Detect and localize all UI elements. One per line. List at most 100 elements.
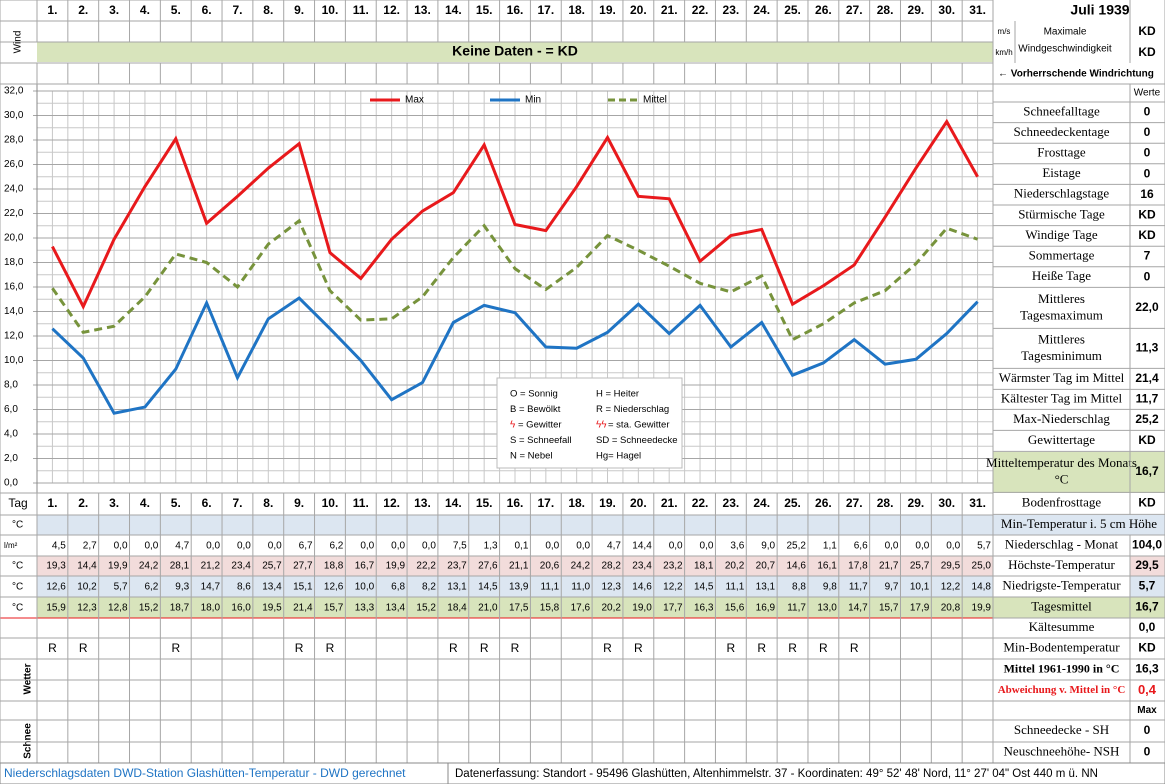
no-data-band bbox=[37, 42, 993, 62]
day-header: 15. bbox=[476, 496, 493, 510]
day-header: 8. bbox=[263, 3, 273, 17]
temp-cell: 18,8 bbox=[324, 561, 344, 572]
day-header: 9. bbox=[294, 496, 304, 510]
temp-cell: 25,0 bbox=[972, 561, 992, 572]
day-header: 25. bbox=[784, 496, 801, 510]
stat-label: Windige Tage bbox=[1025, 227, 1098, 242]
day-header: 26. bbox=[815, 3, 832, 17]
precip-cell: 1,1 bbox=[823, 541, 837, 552]
temp-cell: 19,9 bbox=[972, 603, 992, 614]
day-header: 13. bbox=[414, 3, 431, 17]
mean-row-bg bbox=[37, 597, 993, 618]
day-header: 21. bbox=[661, 496, 678, 510]
temp-cell: 10,0 bbox=[355, 582, 375, 593]
legend-label: Min bbox=[525, 95, 541, 106]
legend-label: Mittel bbox=[643, 95, 667, 106]
precip-cell: 14,4 bbox=[632, 541, 652, 552]
stat-value: 25,2 bbox=[1135, 412, 1159, 426]
temp-cell: 21,7 bbox=[879, 561, 899, 572]
stat-value: 0 bbox=[1144, 104, 1151, 118]
day-header: 5. bbox=[171, 3, 181, 17]
day-header: 3. bbox=[109, 3, 119, 17]
summary-value: 16,3 bbox=[1135, 662, 1159, 676]
temp-cell: 6,8 bbox=[391, 582, 405, 593]
wetter-label: Wetter bbox=[23, 663, 34, 694]
temp-cell: 14,5 bbox=[478, 582, 498, 593]
summary-value: 29,5 bbox=[1135, 558, 1159, 572]
day-header: 22. bbox=[692, 3, 709, 17]
unit: l/m² bbox=[4, 541, 18, 550]
temp-cell: 13,1 bbox=[756, 582, 776, 593]
weather-legend-entry: = Gewitter bbox=[518, 420, 562, 431]
weather-cell: R bbox=[79, 641, 88, 655]
summary-value: Max bbox=[1137, 705, 1157, 716]
summary-value: 0,4 bbox=[1138, 682, 1157, 697]
day-header: 28. bbox=[877, 3, 894, 17]
stat-label: Max-Niederschlag bbox=[1013, 411, 1110, 426]
precip-cell: 0,0 bbox=[545, 541, 559, 552]
temp-cell: 25,7 bbox=[910, 561, 930, 572]
series-line bbox=[51, 296, 979, 415]
summary-label: Niederschlag - Monat bbox=[1005, 536, 1119, 551]
temp-cell: 5,7 bbox=[114, 582, 128, 593]
y-tick-label: 30,0 bbox=[4, 110, 24, 121]
weather-cell: R bbox=[48, 641, 57, 655]
day-header: 8. bbox=[263, 496, 273, 510]
temp-cell: 8,6 bbox=[237, 582, 251, 593]
stat-value: KD bbox=[1138, 496, 1156, 510]
temp-cell: 12,6 bbox=[324, 582, 344, 593]
stat-label: Mittleres Tagesminimum bbox=[1021, 332, 1102, 363]
day-header: 20. bbox=[630, 3, 647, 17]
day-header: 15. bbox=[476, 3, 493, 17]
precip-cell: 4,7 bbox=[175, 541, 189, 552]
precip-cell: 6,7 bbox=[299, 541, 313, 552]
precip-cell: 0,0 bbox=[268, 541, 282, 552]
temp-cell: 15,7 bbox=[324, 603, 344, 614]
temp-cell: 17,6 bbox=[571, 603, 591, 614]
day-header: 17. bbox=[537, 3, 554, 17]
y-tick-label: 32,0 bbox=[4, 86, 24, 97]
stat-label: Mittleres Tagesmaximum bbox=[1020, 291, 1103, 322]
summary-value: 5,7 bbox=[1139, 579, 1156, 593]
weather-cell: R bbox=[326, 641, 335, 655]
precip-cell: 7,5 bbox=[453, 541, 467, 552]
footer-location: Datenerfassung: Standort - 95496 Glashüt… bbox=[455, 768, 1098, 780]
temp-cell: 20,2 bbox=[601, 603, 621, 614]
temp-cell: 12,6 bbox=[46, 582, 66, 593]
y-tick-label: 16,0 bbox=[4, 282, 24, 293]
y-tick-label: 12,0 bbox=[4, 331, 24, 342]
temp-cell: 13,1 bbox=[447, 582, 467, 593]
weather-legend-entry: SD = Schneedecke bbox=[596, 435, 678, 446]
temp-cell: 28,1 bbox=[170, 561, 190, 572]
summary-label: Min-Temperatur i. 5 cm Höhe bbox=[1001, 516, 1157, 531]
weather-legend-entry: H = Heiter bbox=[596, 389, 639, 400]
day-header: 21. bbox=[661, 3, 678, 17]
precip-cell: 0,0 bbox=[700, 541, 714, 552]
wind-panel bbox=[993, 42, 1165, 63]
y-tick-label: 6,0 bbox=[4, 404, 18, 415]
precip-cell: 25,2 bbox=[786, 541, 806, 552]
weather-legend-entry: Hg= Hagel bbox=[596, 451, 641, 462]
day-header: 30. bbox=[938, 3, 955, 17]
day-header: 18. bbox=[568, 3, 585, 17]
weather-legend-entry: = sta. Gewitter bbox=[608, 420, 670, 431]
temp-cell: 14,6 bbox=[632, 582, 652, 593]
summary-value: 0 bbox=[1144, 745, 1151, 759]
day-header: 24. bbox=[753, 3, 770, 17]
y-tick-label: 4,0 bbox=[4, 429, 18, 440]
temp-cell: 17,9 bbox=[910, 603, 930, 614]
precip-cell: 0,0 bbox=[206, 541, 220, 552]
y-tick-label: 22,0 bbox=[4, 208, 24, 219]
stat-value: 16,7 bbox=[1135, 464, 1159, 478]
weather-cell: R bbox=[757, 641, 766, 655]
summary-value: KD bbox=[1138, 641, 1156, 655]
precip-cell: 9,0 bbox=[761, 541, 775, 552]
temp-cell: 17,8 bbox=[848, 561, 868, 572]
summary-value: 16,7 bbox=[1135, 600, 1159, 614]
stat-label: Schneefalltage bbox=[1023, 103, 1100, 118]
stat-value: 11,3 bbox=[1136, 341, 1159, 355]
series-line bbox=[51, 218, 979, 342]
temp-cell: 14,4 bbox=[77, 561, 97, 572]
temp-cell: 24,2 bbox=[139, 561, 159, 572]
